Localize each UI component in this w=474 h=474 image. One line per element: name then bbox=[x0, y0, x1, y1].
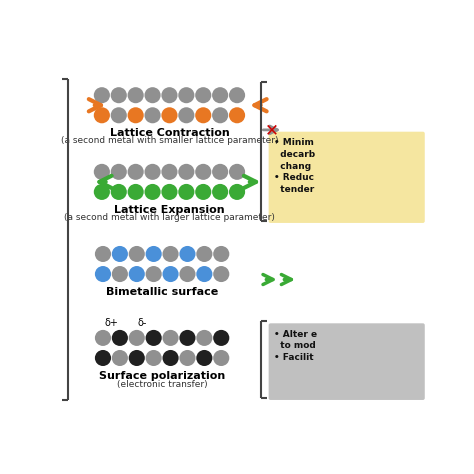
Circle shape bbox=[95, 266, 111, 282]
Text: (electronic transfer): (electronic transfer) bbox=[117, 380, 208, 389]
Text: δ-: δ- bbox=[137, 318, 146, 328]
Circle shape bbox=[212, 184, 228, 200]
Circle shape bbox=[163, 246, 179, 262]
Circle shape bbox=[229, 164, 245, 180]
Circle shape bbox=[110, 87, 127, 103]
Circle shape bbox=[212, 87, 228, 103]
Text: Lattice Contraction: Lattice Contraction bbox=[109, 128, 229, 138]
Circle shape bbox=[178, 184, 194, 200]
Circle shape bbox=[94, 164, 110, 180]
Circle shape bbox=[110, 164, 127, 180]
Circle shape bbox=[94, 184, 110, 200]
Circle shape bbox=[196, 330, 212, 346]
Circle shape bbox=[145, 184, 161, 200]
Circle shape bbox=[161, 107, 178, 123]
FancyBboxPatch shape bbox=[269, 132, 425, 223]
Circle shape bbox=[212, 164, 228, 180]
Text: Bimetallic surface: Bimetallic surface bbox=[106, 287, 218, 297]
Circle shape bbox=[179, 266, 196, 282]
Circle shape bbox=[112, 330, 128, 346]
Circle shape bbox=[128, 164, 144, 180]
Circle shape bbox=[128, 350, 145, 366]
Text: (a second metal with smaller lattice parameter): (a second metal with smaller lattice par… bbox=[61, 136, 278, 145]
Circle shape bbox=[229, 184, 245, 200]
Circle shape bbox=[161, 87, 178, 103]
Circle shape bbox=[128, 184, 144, 200]
Circle shape bbox=[195, 87, 211, 103]
Circle shape bbox=[179, 246, 196, 262]
Circle shape bbox=[145, 107, 161, 123]
Circle shape bbox=[213, 350, 229, 366]
Circle shape bbox=[163, 350, 179, 366]
Circle shape bbox=[112, 246, 128, 262]
Circle shape bbox=[195, 164, 211, 180]
Circle shape bbox=[229, 87, 245, 103]
Circle shape bbox=[229, 107, 245, 123]
Circle shape bbox=[146, 246, 162, 262]
Circle shape bbox=[213, 266, 229, 282]
Circle shape bbox=[128, 246, 145, 262]
Circle shape bbox=[128, 330, 145, 346]
Circle shape bbox=[110, 107, 127, 123]
Circle shape bbox=[128, 87, 144, 103]
Circle shape bbox=[178, 107, 194, 123]
Circle shape bbox=[95, 246, 111, 262]
Circle shape bbox=[128, 266, 145, 282]
Circle shape bbox=[196, 266, 212, 282]
Circle shape bbox=[94, 87, 110, 103]
Text: ✕: ✕ bbox=[265, 121, 279, 139]
Circle shape bbox=[163, 266, 179, 282]
Circle shape bbox=[213, 330, 229, 346]
Circle shape bbox=[163, 330, 179, 346]
Circle shape bbox=[195, 107, 211, 123]
Circle shape bbox=[146, 266, 162, 282]
Circle shape bbox=[179, 350, 196, 366]
Text: Lattice Expansion: Lattice Expansion bbox=[114, 205, 225, 215]
Circle shape bbox=[213, 246, 229, 262]
Circle shape bbox=[195, 184, 211, 200]
Text: Surface polarization: Surface polarization bbox=[99, 372, 225, 382]
Circle shape bbox=[94, 107, 110, 123]
Circle shape bbox=[212, 107, 228, 123]
Text: • Minim
  decarb
  chang
• Reduc
  tender: • Minim decarb chang • Reduc tender bbox=[274, 138, 315, 194]
Circle shape bbox=[196, 246, 212, 262]
Circle shape bbox=[178, 87, 194, 103]
Circle shape bbox=[110, 184, 127, 200]
Circle shape bbox=[146, 330, 162, 346]
Circle shape bbox=[112, 266, 128, 282]
Text: (a second metal with larger lattice parameter): (a second metal with larger lattice para… bbox=[64, 213, 275, 222]
Circle shape bbox=[196, 350, 212, 366]
Circle shape bbox=[178, 164, 194, 180]
Circle shape bbox=[161, 164, 178, 180]
Circle shape bbox=[179, 330, 196, 346]
Text: δ+: δ+ bbox=[104, 318, 118, 328]
Circle shape bbox=[145, 87, 161, 103]
Circle shape bbox=[145, 164, 161, 180]
FancyBboxPatch shape bbox=[269, 323, 425, 400]
Circle shape bbox=[95, 330, 111, 346]
Text: • Alter e
  to mod
• Facilit: • Alter e to mod • Facilit bbox=[274, 329, 317, 362]
Circle shape bbox=[128, 107, 144, 123]
Circle shape bbox=[95, 350, 111, 366]
Circle shape bbox=[146, 350, 162, 366]
Circle shape bbox=[112, 350, 128, 366]
Circle shape bbox=[161, 184, 178, 200]
